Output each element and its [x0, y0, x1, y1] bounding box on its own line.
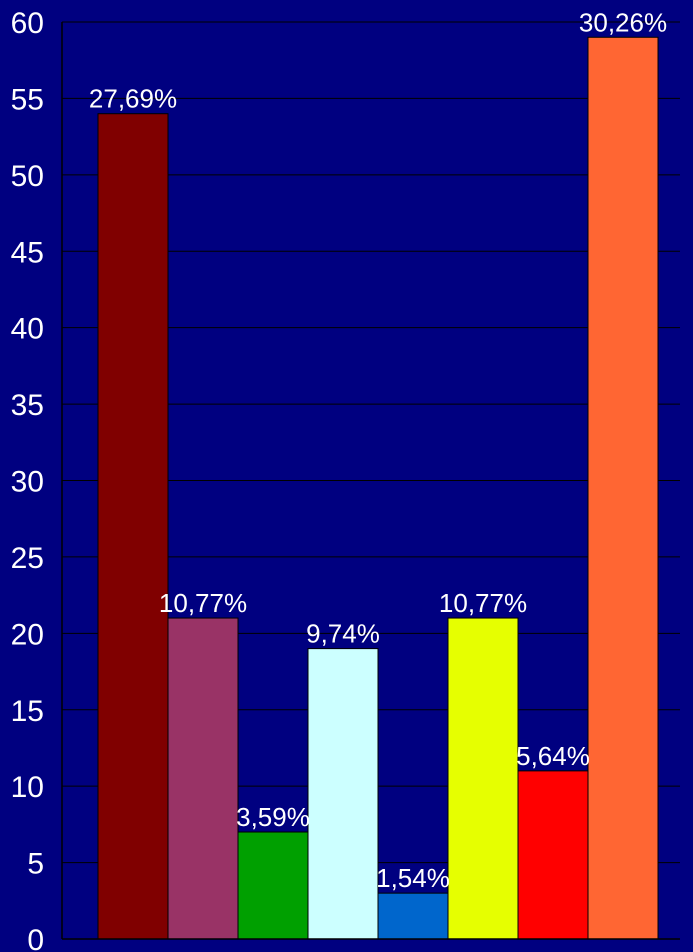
bars	[97, 36, 659, 940]
bar-data-label: 10,77%	[159, 588, 247, 618]
bar	[517, 770, 589, 940]
y-tick-label: 10	[11, 771, 44, 804]
bar	[377, 892, 449, 940]
bar	[167, 617, 239, 940]
bar-data-label: 9,74%	[306, 619, 380, 649]
bar-data-label: 10,77%	[439, 588, 527, 618]
bar-data-label: 1,54%	[376, 863, 450, 893]
bar-data-label: 30,26%	[579, 7, 667, 37]
y-tick-label: 35	[11, 389, 44, 422]
y-tick-label: 50	[11, 160, 44, 193]
y-tick-label: 45	[11, 236, 44, 269]
bar-data-label: 5,64%	[516, 741, 590, 771]
bar	[97, 113, 169, 940]
y-tick-label: 0	[27, 924, 44, 952]
bar-data-label: 3,59%	[236, 802, 310, 832]
data-labels: 27,69% 10,77% 3,59% 9,74% 1,54% 10,77% 5,64% 30…	[89, 7, 667, 893]
y-tick-label: 55	[11, 83, 44, 116]
bar-data-label: 27,69%	[89, 84, 177, 114]
bar	[307, 648, 379, 940]
y-tick-label: 40	[11, 313, 44, 346]
y-tick-label: 25	[11, 542, 44, 575]
y-tick-label: 20	[11, 618, 44, 651]
bar	[237, 831, 309, 940]
y-tick-label: 60	[11, 7, 44, 40]
y-tick-label: 30	[11, 466, 44, 499]
bar	[587, 36, 659, 940]
bar	[447, 617, 519, 940]
y-tick-label: 5	[27, 848, 44, 881]
y-axis-ticks: 0 5 10 15 20 25 30 35 40 45 50 55 60	[11, 7, 44, 952]
y-tick-label: 15	[11, 695, 44, 728]
